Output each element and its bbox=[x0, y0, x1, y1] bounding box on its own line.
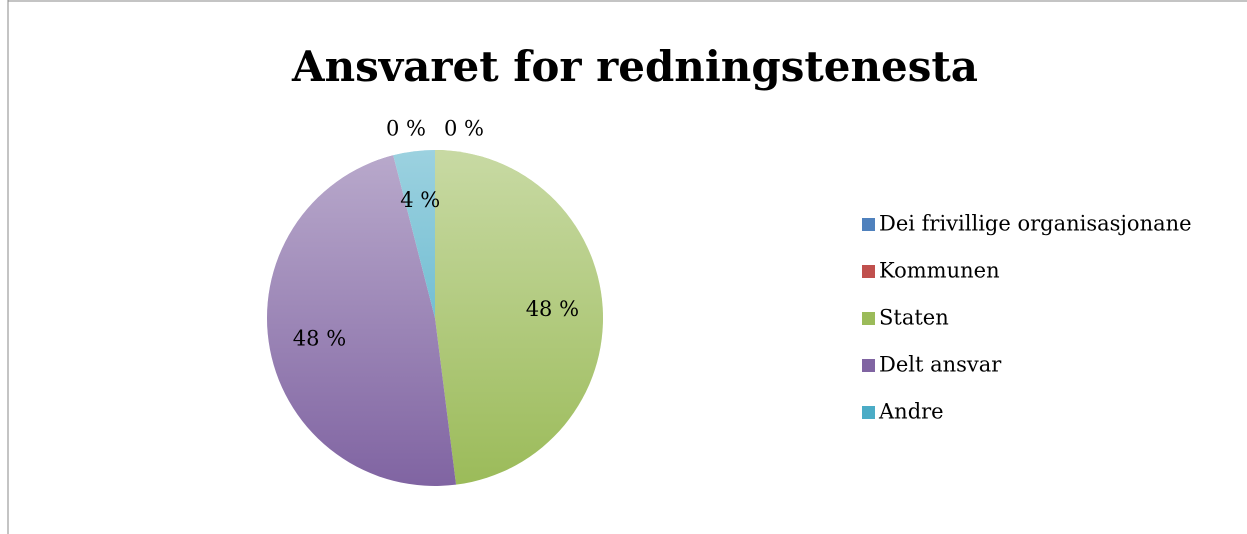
legend-swatch bbox=[862, 359, 875, 372]
data-label: 0 % bbox=[386, 117, 426, 141]
data-label: 48 % bbox=[293, 327, 346, 351]
legend-swatch bbox=[862, 312, 875, 325]
legend-label: Kommunen bbox=[879, 259, 1000, 283]
chart-title: Ansvaret for redningstenesta bbox=[291, 42, 978, 91]
data-label: 0 % bbox=[444, 117, 484, 141]
legend-swatch bbox=[862, 265, 875, 278]
legend-label: Andre bbox=[878, 400, 944, 424]
legend-label: Delt ansvar bbox=[879, 353, 1002, 377]
data-label: 48 % bbox=[526, 297, 579, 321]
data-label: 4 % bbox=[400, 188, 440, 212]
labels: 0 % 0 % 48 % 48 % 4 % bbox=[293, 117, 579, 351]
legend-label: Staten bbox=[879, 306, 949, 330]
legend-swatch bbox=[862, 218, 875, 231]
legend-swatch bbox=[862, 406, 875, 419]
legend-label: Dei frivillige organisasjonane bbox=[879, 212, 1192, 236]
